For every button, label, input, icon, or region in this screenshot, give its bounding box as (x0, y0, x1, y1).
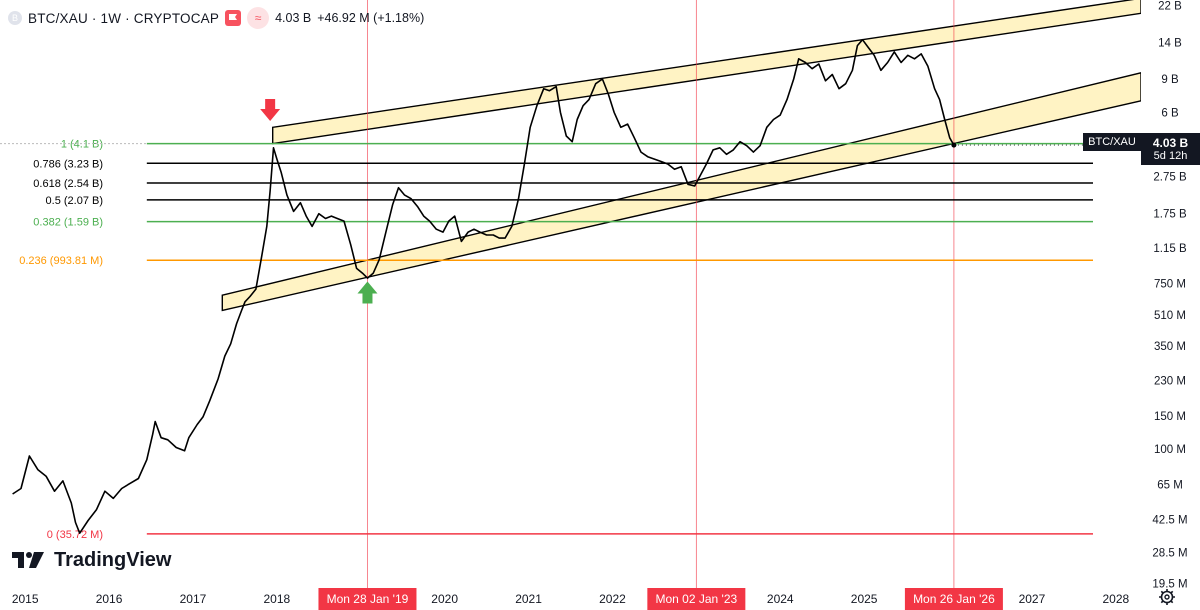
y-tick-label: 2.75 B (1153, 172, 1187, 184)
series-layer (12, 38, 1141, 534)
y-tick-label: 22 B (1158, 0, 1182, 12)
fib-level-label: 0 (35.72 M) (47, 529, 103, 541)
y-tick-label: 14 B (1158, 38, 1182, 50)
arrow-up-icon (357, 281, 378, 304)
x-tick-label: 2021 (515, 592, 542, 606)
y-tick-label: 750 M (1154, 278, 1186, 290)
x-axis: 2015201620172018201920202021202220232024… (0, 588, 1141, 610)
x-tick-label: 2028 (1102, 592, 1129, 606)
channel-band-1 (272, 0, 1142, 145)
y-axis-background (1141, 0, 1200, 610)
fib-layer: 1 (4.1 B) 0.786 (3.23 B) 0.618 (2.54 B) 0.5… (0, 139, 1093, 541)
vertical-marker-layer (367, 0, 955, 588)
current-price: 4.03 B (1152, 136, 1189, 150)
x-tick-label: 2027 (1019, 592, 1046, 606)
y-tick-label: 42.5 M (1152, 515, 1187, 527)
x-tick-label: 2022 (599, 592, 626, 606)
tradingview-wordmark: TradingView (54, 548, 172, 571)
vertical-marker-date-label: Mon 28 Jan '19 (327, 592, 409, 606)
bar-countdown: 5d 12h (1153, 150, 1188, 162)
y-tick-label: 6 B (1161, 107, 1179, 119)
vertical-marker-date-label: Mon 02 Jan '23 (656, 592, 738, 606)
y-tick-label: 100 M (1154, 444, 1186, 456)
current-symbol-label: BTC/XAU (1083, 133, 1141, 151)
y-tick-label: 150 M (1154, 411, 1186, 423)
vertical-marker-date-label: Mon 26 Jan '26 (913, 592, 995, 606)
vertical-marker-date-box (904, 588, 1003, 610)
fib-level-label: 0.618 (2.54 B) (33, 178, 103, 190)
current-price-tag: 4.03 B 5d 12h (1141, 133, 1200, 165)
x-tick-label: 2020 (431, 592, 458, 606)
arrow-layer (260, 98, 378, 304)
x-axis-background (0, 588, 1141, 610)
y-tick-label: 28.5 M (1152, 547, 1187, 559)
y-tick-label: 510 M (1154, 310, 1186, 322)
y-tick-label: 350 M (1154, 341, 1186, 353)
channel-layer (221, 0, 1142, 312)
vertical-marker-date-box (318, 588, 417, 610)
fib-level-label: 0.236 (993.81 M) (19, 255, 103, 267)
fib-level-label: 0.5 (2.07 B) (46, 195, 103, 207)
symbol-title[interactable]: BTC/XAU · 1W · CRYPTOCAP (28, 10, 220, 26)
x-tick-label: 2016 (96, 592, 123, 606)
y-tick-label: 230 M (1154, 376, 1186, 388)
price-change: +46.92 M (+1.18%) (317, 11, 425, 25)
x-tick-label: 2015 (12, 592, 39, 606)
flag-icon[interactable] (225, 10, 242, 26)
vertical-marker-date-box (647, 588, 746, 610)
y-tick-label: 65 M (1157, 480, 1183, 492)
fib-level-label: 1 (4.1 B) (61, 139, 103, 151)
y-axis: 22 B 14 B 9 B 6 B 2.75 B 1.75 B 1.15 B 750 M 510… (1141, 0, 1200, 610)
price-series-line (12, 38, 955, 534)
y-tick-label: 19.5 M (1152, 579, 1187, 591)
channel-band-2 (221, 71, 1142, 312)
y-tick-label: 1.15 B (1153, 243, 1187, 255)
tradingview-logo[interactable]: TradingView (10, 548, 171, 572)
indicator-value: 4.03 B (275, 11, 312, 25)
tradingview-icon (12, 552, 44, 568)
fib-level-label: 0.382 (1.59 B) (33, 217, 103, 229)
x-tick-label: 2018 (264, 592, 291, 606)
x-tick-label: 2025 (851, 592, 878, 606)
fib-level-label: 0.786 (3.23 B) (33, 158, 103, 170)
x-tick-label: 2017 (180, 592, 207, 606)
chart-header: B BTC/XAU · 1W · CRYPTOCAP ≈ 4.03 B +46.… (8, 6, 424, 30)
indicator-icon[interactable]: ≈ (247, 7, 270, 29)
gear-icon[interactable] (1158, 588, 1176, 606)
x-tick-label: 2024 (767, 592, 794, 606)
arrow-down-icon (260, 98, 281, 121)
y-tick-label: 9 B (1161, 74, 1179, 86)
symbol-icon[interactable]: B (8, 11, 22, 25)
y-tick-label: 1.75 B (1153, 209, 1187, 221)
